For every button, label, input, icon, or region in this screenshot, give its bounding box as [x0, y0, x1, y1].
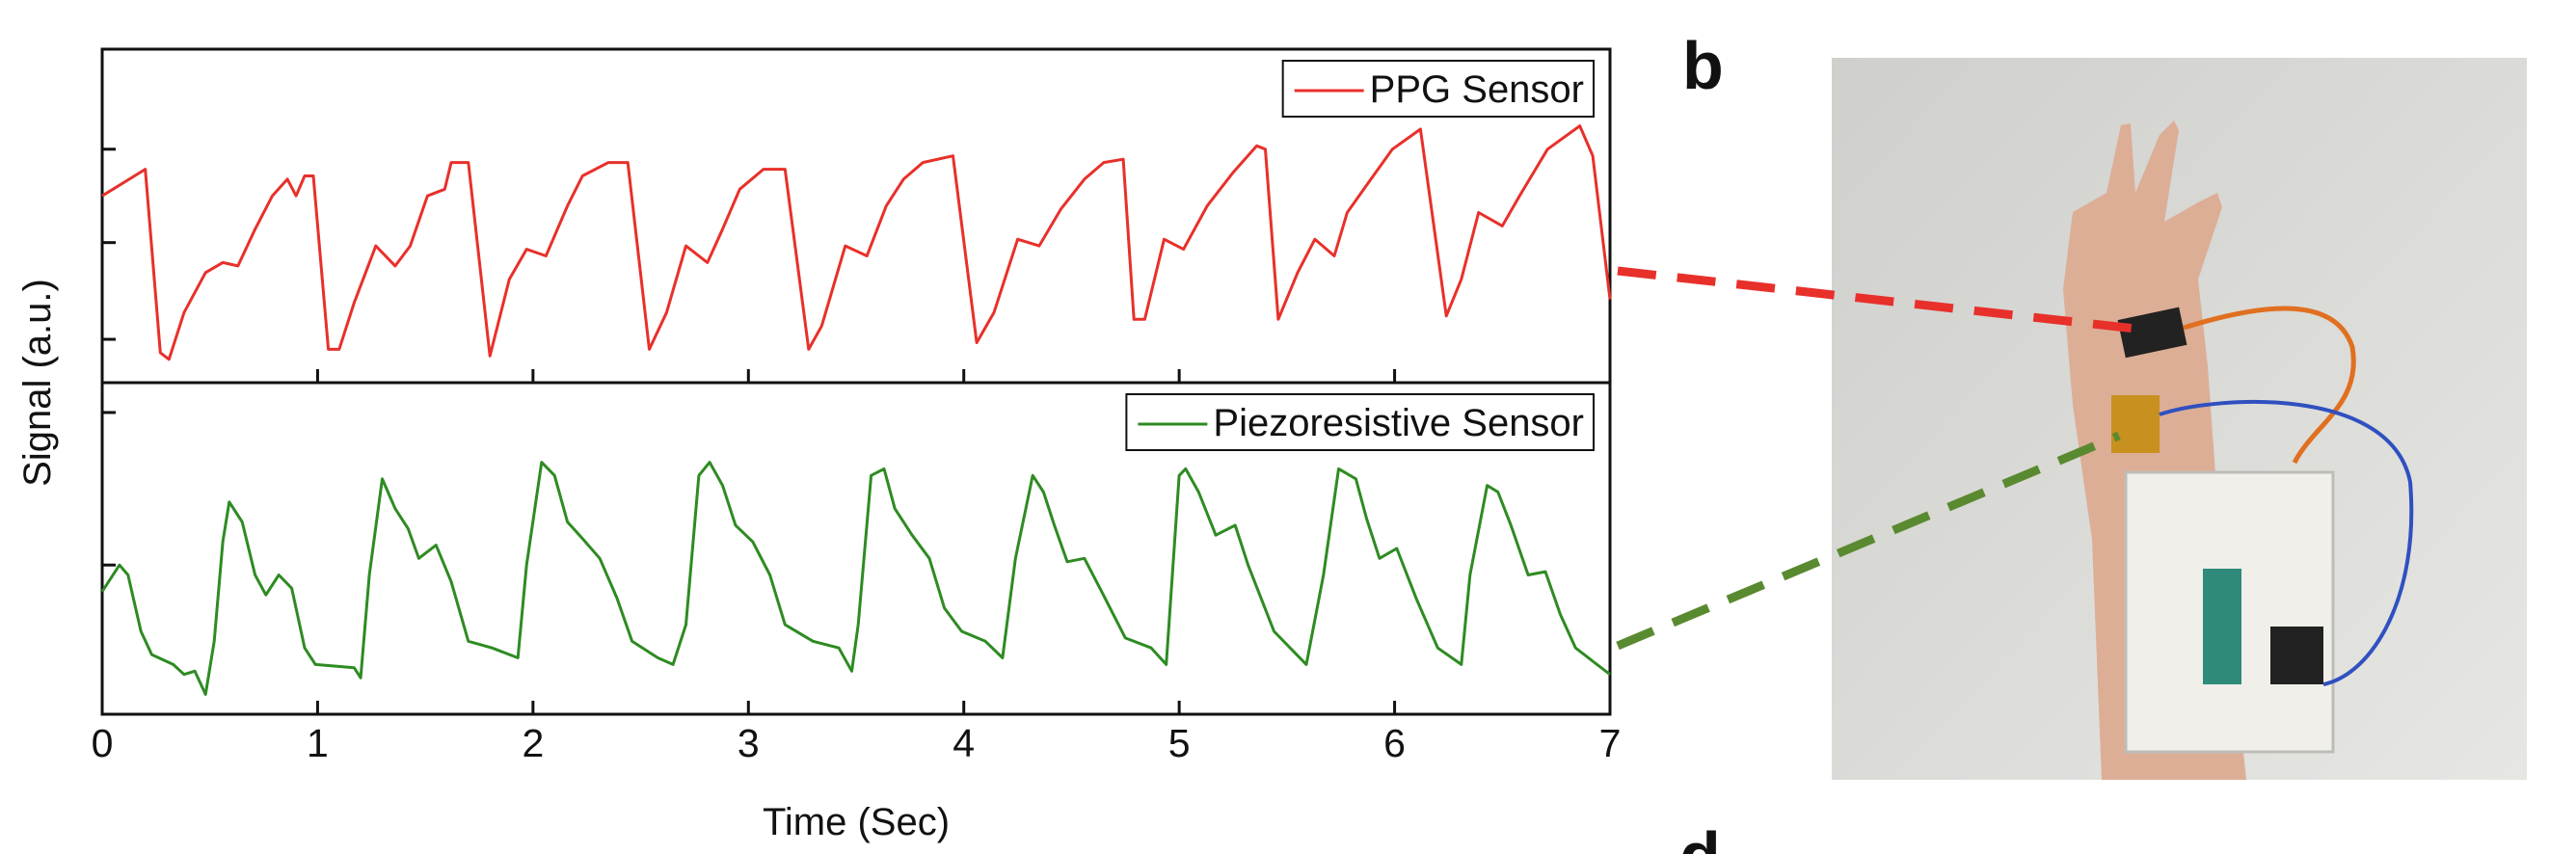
chip: [2270, 627, 2323, 684]
legend-box: [1125, 393, 1595, 451]
panel-label: d: [1679, 818, 1721, 854]
wire: [2183, 306, 2356, 465]
x-axis-label: Time (Sec): [763, 801, 950, 843]
legend-label: PPG Sensor: [1370, 68, 1584, 111]
photo: [1832, 58, 2527, 780]
x-tick-label: 4: [953, 721, 975, 765]
x-tick-label: 3: [738, 721, 760, 765]
ppg-sensor: [2117, 307, 2187, 359]
piezo-sensor: [2111, 395, 2160, 453]
x-tick-label: 2: [522, 721, 544, 765]
x-tick-label: 1: [307, 721, 329, 765]
connector-dashed: [1616, 431, 2121, 651]
series-line: [100, 461, 1611, 696]
x-tick-label: 5: [1168, 721, 1191, 765]
board: [2203, 569, 2241, 684]
x-tick-label: 7: [1599, 721, 1622, 765]
legend-box: [1281, 60, 1595, 118]
x-tick-label: 0: [92, 721, 114, 765]
plot-frame: [100, 381, 1612, 716]
wire: [2159, 399, 2414, 686]
legend-label: Piezoresistive Sensor: [1213, 402, 1584, 444]
y-axis-label: Signal (a.u.): [16, 279, 59, 487]
connector-dashed: [1617, 266, 2136, 334]
panel-label: b: [1682, 28, 1724, 103]
series-line: [101, 124, 1612, 361]
x-tick-label: 6: [1383, 721, 1406, 765]
